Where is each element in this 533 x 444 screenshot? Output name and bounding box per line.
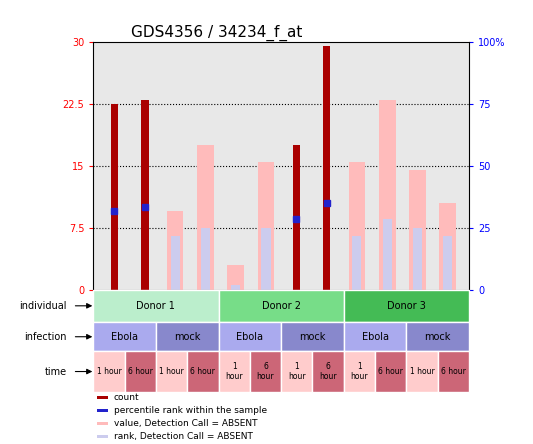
Bar	[281, 322, 344, 351]
Text: infection: infection	[25, 332, 67, 342]
Bar	[171, 236, 180, 289]
Text: Ebola: Ebola	[111, 332, 138, 342]
Bar	[156, 322, 219, 351]
Bar	[409, 170, 426, 289]
Bar	[312, 351, 344, 392]
Bar	[111, 104, 118, 289]
Text: 1
hour: 1 hour	[225, 362, 243, 381]
Bar	[257, 162, 274, 289]
Bar	[167, 211, 183, 289]
Bar	[219, 351, 250, 392]
Text: 6 hour: 6 hour	[441, 367, 466, 376]
Bar	[440, 203, 456, 289]
Bar	[97, 422, 108, 425]
Bar	[344, 351, 375, 392]
Bar	[97, 435, 108, 438]
Bar	[231, 285, 240, 289]
Bar	[443, 236, 453, 289]
Bar	[93, 351, 125, 392]
Bar	[228, 265, 244, 289]
Bar	[261, 228, 271, 289]
Text: 1
hour: 1 hour	[288, 362, 305, 381]
Text: GDS4356 / 34234_f_at: GDS4356 / 34234_f_at	[131, 24, 302, 41]
Bar	[201, 228, 210, 289]
Bar	[323, 46, 330, 289]
Bar	[219, 289, 344, 322]
Text: Donor 2: Donor 2	[262, 301, 301, 311]
Bar	[97, 409, 108, 412]
Bar	[379, 100, 395, 289]
Text: value, Detection Call = ABSENT: value, Detection Call = ABSENT	[114, 419, 257, 428]
Bar	[293, 145, 300, 289]
Text: 6 hour: 6 hour	[378, 367, 403, 376]
Bar	[219, 322, 281, 351]
Bar	[407, 351, 438, 392]
Text: rank, Detection Call = ABSENT: rank, Detection Call = ABSENT	[114, 432, 253, 441]
Bar	[349, 162, 365, 289]
Bar	[438, 351, 469, 392]
Bar	[344, 322, 407, 351]
Text: individual: individual	[20, 301, 67, 311]
Text: count: count	[114, 393, 140, 402]
Text: 1 hour: 1 hour	[410, 367, 434, 376]
Bar	[413, 228, 422, 289]
Text: Donor 1: Donor 1	[136, 301, 175, 311]
Text: time: time	[45, 367, 67, 377]
Bar	[375, 351, 407, 392]
Text: mock: mock	[300, 332, 326, 342]
Text: percentile rank within the sample: percentile rank within the sample	[114, 406, 267, 415]
Bar	[93, 289, 219, 322]
Bar	[141, 100, 149, 289]
Text: 6 hour: 6 hour	[128, 367, 152, 376]
Bar	[281, 351, 312, 392]
Bar	[197, 145, 214, 289]
Text: 6
hour: 6 hour	[257, 362, 274, 381]
Text: 1 hour: 1 hour	[159, 367, 184, 376]
Bar	[125, 351, 156, 392]
Bar	[344, 289, 469, 322]
Bar	[156, 351, 187, 392]
Text: Donor 3: Donor 3	[387, 301, 426, 311]
Text: 1
hour: 1 hour	[351, 362, 368, 381]
Text: Ebola: Ebola	[236, 332, 263, 342]
Bar	[407, 322, 469, 351]
Text: 1 hour: 1 hour	[96, 367, 122, 376]
Bar	[97, 396, 108, 399]
Text: 6
hour: 6 hour	[319, 362, 337, 381]
Bar	[383, 219, 392, 289]
Bar	[187, 351, 219, 392]
Bar	[250, 351, 281, 392]
Text: 6 hour: 6 hour	[190, 367, 215, 376]
Bar	[352, 236, 361, 289]
Text: Ebola: Ebola	[361, 332, 389, 342]
Text: mock: mock	[425, 332, 451, 342]
Bar	[93, 322, 156, 351]
Text: mock: mock	[174, 332, 200, 342]
